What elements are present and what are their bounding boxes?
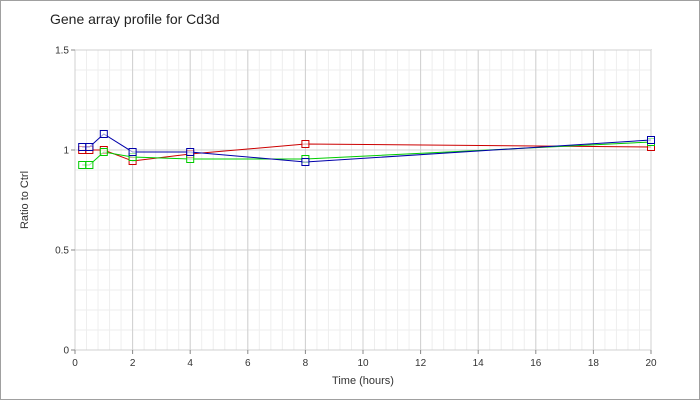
data-point-marker	[99, 130, 108, 138]
x-tick-label: 12	[415, 358, 427, 369]
x-axis-ticks: 0 2 4 6 8 10 12 14 16 18 20	[72, 350, 657, 369]
x-tick-label: 0	[72, 358, 78, 369]
data-point-marker	[186, 148, 195, 156]
x-tick-label: 20	[645, 358, 657, 369]
data-point-marker	[78, 143, 87, 151]
data-point-marker	[85, 161, 94, 169]
data-point-marker	[301, 140, 310, 148]
series-layer	[78, 130, 655, 169]
data-point-marker	[647, 136, 655, 144]
x-tick-label: 2	[130, 358, 136, 369]
x-tick-label: 14	[473, 358, 485, 369]
data-point-marker	[128, 148, 137, 156]
y-axis-label: Ratio to Ctrl	[19, 171, 31, 229]
y-tick-label: 1.5	[55, 46, 69, 57]
y-axis-ticks: 0 0.5 1 1.5	[55, 46, 75, 357]
x-tick-label: 6	[245, 358, 251, 369]
x-tick-label: 18	[588, 358, 600, 369]
x-tick-label: 8	[303, 358, 309, 369]
data-point-marker	[186, 155, 195, 163]
data-point-marker	[85, 143, 94, 151]
x-axis-label: Time (hours)	[332, 375, 394, 387]
y-tick-label: 0	[63, 346, 69, 357]
x-tick-label: 4	[187, 358, 193, 369]
x-tick-label: 10	[357, 358, 369, 369]
x-tick-label: 16	[530, 358, 542, 369]
y-tick-label: 0.5	[55, 246, 69, 257]
data-point-marker	[78, 161, 87, 169]
chart-title: Gene array profile for Cd3d	[50, 11, 220, 27]
data-point-marker	[99, 148, 108, 156]
data-point-marker	[301, 158, 310, 166]
y-tick-label: 1	[63, 146, 69, 157]
